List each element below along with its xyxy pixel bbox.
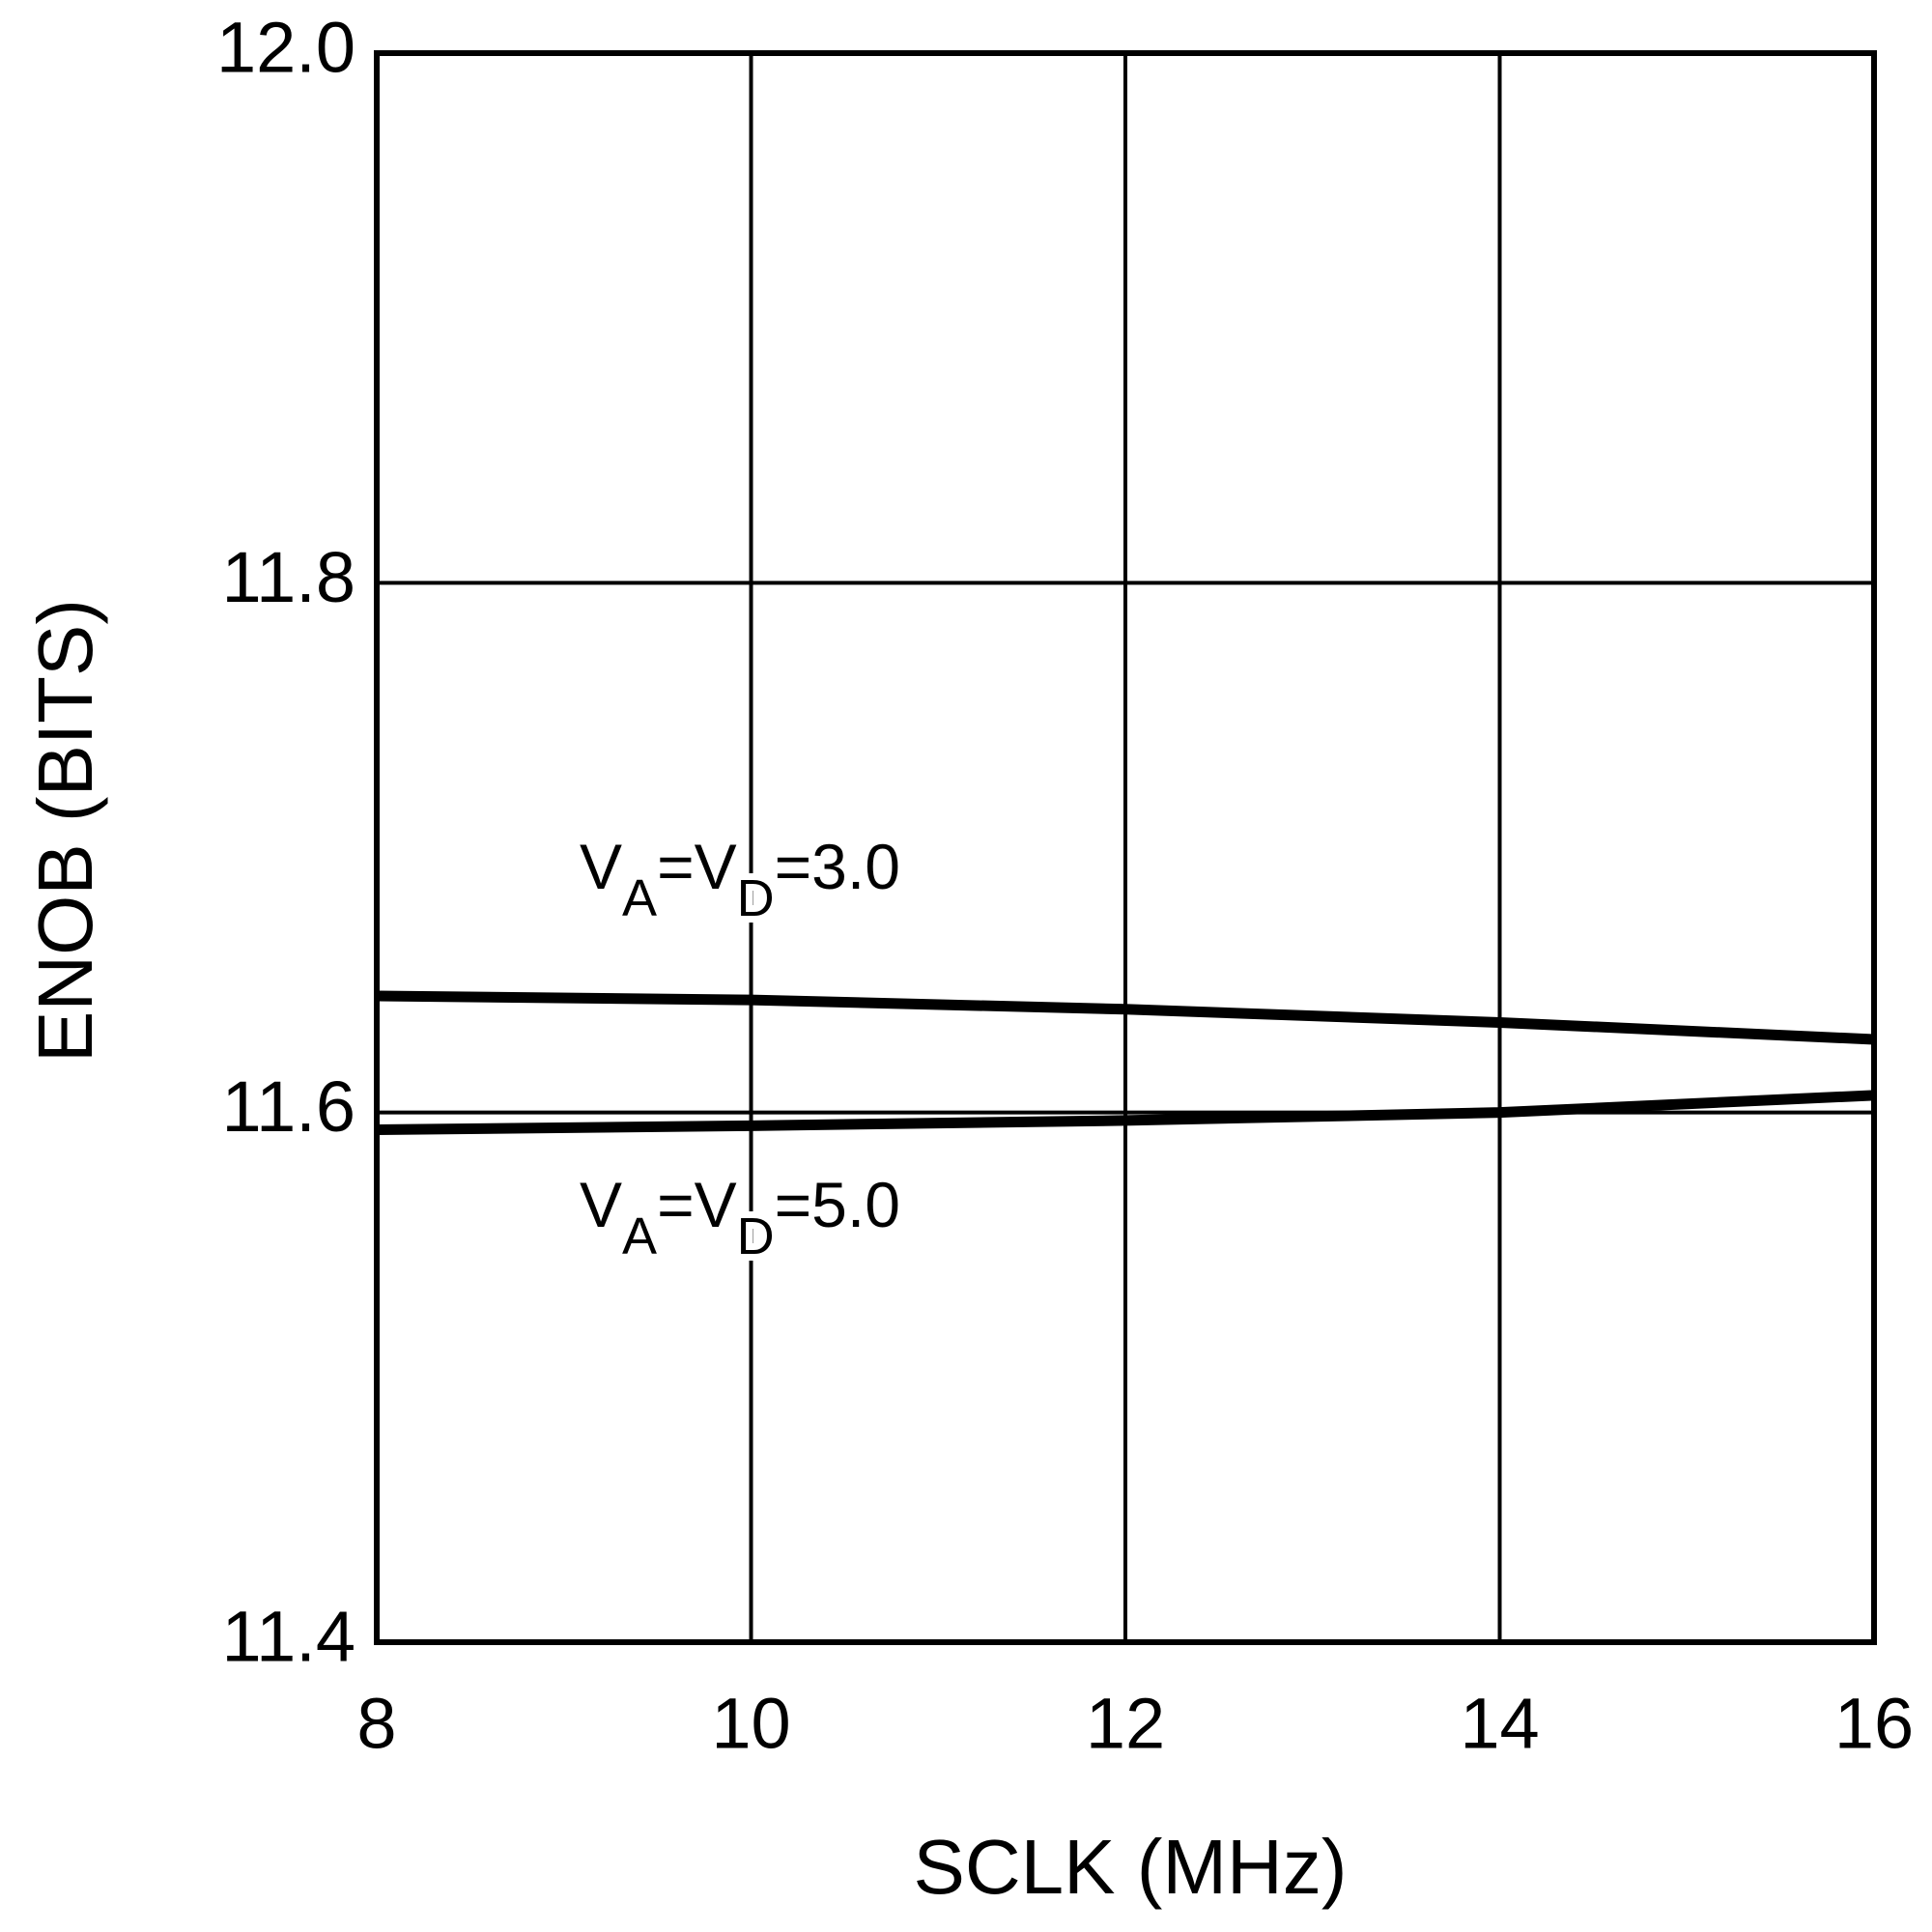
y-tick-label: 12.0 [216,8,355,88]
y-tick-label: 11.6 [221,1066,355,1147]
y-tick-label: 11.8 [221,537,355,617]
annotation-part: =V [657,1169,737,1240]
annotation-part: =5.0 [775,1169,900,1240]
x-tick-label: 8 [356,1684,396,1764]
annotation-part: V [580,1169,622,1240]
series-line [376,990,1875,1045]
x-tick-label: 10 [711,1684,790,1764]
y-axis-title: ENOB (BITS) [22,599,108,1063]
annotation-part: =V [657,831,737,902]
annotation-part: V [580,831,622,902]
x-tick-label: 16 [1834,1684,1914,1764]
series-line [376,1090,1875,1135]
annotation-part: A [622,1208,657,1265]
plot-frame [374,50,1877,1645]
annotation: VA=VD=3.0 [580,831,900,927]
x-tick-label: 12 [1086,1684,1165,1764]
annotation-part: D [737,1208,775,1265]
x-tick-label: 14 [1460,1684,1539,1764]
annotation: VA=VD=5.0 [580,1169,900,1265]
annotation-part: D [737,869,775,927]
annotation-part: =3.0 [775,831,900,902]
y-tick-label: 11.4 [221,1597,355,1677]
x-axis-title: SCLK (MHz) [914,1824,1348,1910]
annotation-part: A [622,869,657,927]
